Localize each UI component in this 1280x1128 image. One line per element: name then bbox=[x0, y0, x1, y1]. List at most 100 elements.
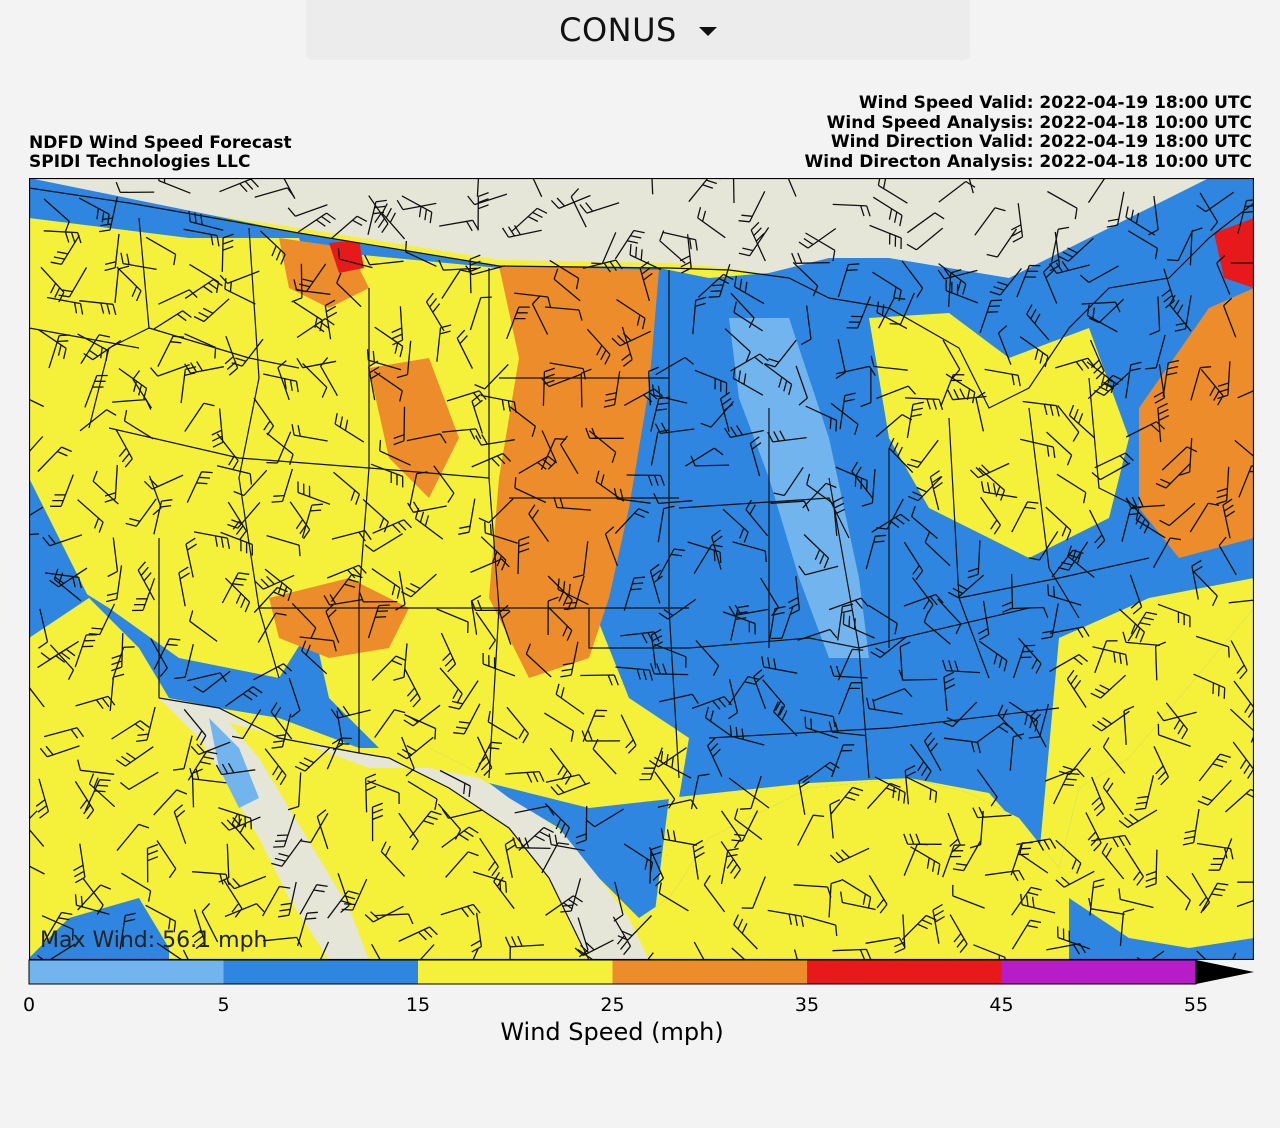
wind-barb bbox=[720, 847, 739, 885]
wind-barb bbox=[1145, 334, 1166, 370]
wind-barb bbox=[327, 890, 359, 919]
wind-barb bbox=[201, 903, 219, 943]
wind-barb bbox=[105, 565, 123, 603]
wind-barb bbox=[1009, 733, 1025, 771]
wind-barb bbox=[173, 804, 187, 845]
wind-barb bbox=[1028, 531, 1059, 561]
wind-barb bbox=[1047, 190, 1078, 220]
wind-barb bbox=[445, 851, 479, 878]
wind-barb bbox=[396, 736, 434, 760]
wind-barb bbox=[910, 505, 938, 539]
wind-barb bbox=[687, 541, 722, 564]
wind-barb bbox=[1028, 703, 1050, 739]
wind-barb bbox=[180, 366, 197, 404]
wind-barb bbox=[379, 439, 411, 466]
wind-barb bbox=[114, 265, 130, 303]
wind-barb bbox=[504, 935, 545, 948]
wind-barb bbox=[1055, 870, 1095, 888]
region-dropdown[interactable]: CONUS bbox=[306, 0, 970, 60]
wind-barb bbox=[374, 913, 414, 925]
wind-barb bbox=[1091, 776, 1106, 817]
wind-barb bbox=[1118, 888, 1154, 909]
wind-barb bbox=[84, 779, 111, 811]
wind-barb bbox=[1165, 702, 1188, 740]
wind-barb bbox=[474, 363, 509, 390]
wind-barb bbox=[440, 903, 481, 918]
wind-direction-valid: Wind Direction Valid: 2022-04-19 18:00 U… bbox=[830, 132, 1252, 152]
wind-barb bbox=[270, 702, 293, 740]
wind-barb bbox=[1162, 359, 1180, 397]
wind-barb bbox=[611, 330, 651, 347]
wind-barb bbox=[79, 409, 117, 432]
wind-barb bbox=[582, 709, 608, 742]
wind-barb bbox=[471, 452, 512, 468]
wind-barb bbox=[1125, 206, 1156, 236]
wind-barb bbox=[1049, 654, 1089, 673]
wind-barb bbox=[294, 747, 331, 772]
wind-barb bbox=[560, 435, 579, 475]
wind-barb bbox=[1068, 404, 1096, 439]
wind-barb bbox=[505, 770, 545, 783]
wind-barb bbox=[259, 230, 286, 265]
wind-barb bbox=[475, 741, 503, 773]
wind-barb bbox=[439, 219, 479, 232]
wind-barb bbox=[770, 500, 810, 512]
wind-barb bbox=[1055, 839, 1082, 874]
wind-barb bbox=[976, 769, 998, 807]
wind-barb bbox=[860, 368, 872, 408]
wind-barb bbox=[649, 845, 662, 884]
wind-barb bbox=[942, 659, 981, 674]
wind-barb bbox=[1087, 374, 1124, 400]
wind-barb bbox=[29, 533, 40, 536]
wind-barb bbox=[80, 334, 111, 364]
wind-barb bbox=[1124, 847, 1144, 886]
wind-barb bbox=[828, 879, 842, 918]
wind-barb bbox=[985, 869, 1025, 882]
wind-barb bbox=[868, 604, 898, 635]
wind-barb bbox=[1092, 710, 1130, 732]
wind-barb bbox=[183, 708, 207, 746]
wind-barb bbox=[707, 737, 723, 777]
wind-barb bbox=[254, 574, 295, 590]
wind-barb bbox=[334, 413, 365, 443]
wind-speed-map[interactable] bbox=[29, 178, 1254, 960]
wind-barb bbox=[695, 640, 720, 676]
wind-barb bbox=[404, 240, 437, 267]
wind-barb bbox=[806, 473, 835, 505]
wind-barb bbox=[658, 882, 689, 912]
wind-barb bbox=[836, 365, 876, 376]
wind-barb bbox=[1215, 466, 1230, 505]
wind-barb bbox=[88, 773, 116, 808]
wind-barb bbox=[29, 436, 44, 453]
wind-barb bbox=[291, 424, 328, 442]
wind-barb bbox=[984, 368, 1021, 387]
wind-barb bbox=[50, 474, 74, 507]
wind-barb bbox=[750, 221, 766, 262]
wind-barb bbox=[150, 638, 168, 677]
wind-barb bbox=[224, 278, 256, 305]
wind-barb bbox=[724, 425, 764, 439]
wind-barb bbox=[193, 670, 231, 693]
wind-barb bbox=[657, 548, 685, 580]
wind-barb bbox=[330, 705, 371, 719]
wind-barb bbox=[288, 677, 301, 718]
wind-barb bbox=[1079, 265, 1119, 283]
wind-barb bbox=[296, 357, 337, 369]
mexico-land bbox=[159, 698, 649, 960]
wind-barb bbox=[153, 638, 181, 670]
wind-barb bbox=[614, 508, 649, 534]
wind-barb bbox=[29, 670, 45, 708]
wind-barb bbox=[547, 596, 559, 636]
wind-barb bbox=[190, 741, 231, 756]
wind-barb bbox=[119, 912, 137, 950]
wind-barb bbox=[629, 243, 662, 271]
wind-barb bbox=[1189, 227, 1203, 266]
wind-barb bbox=[654, 643, 687, 668]
wind-barb bbox=[1118, 809, 1158, 828]
wind-barb bbox=[903, 843, 929, 876]
wind-barb bbox=[157, 335, 185, 367]
wind-barb bbox=[773, 466, 804, 497]
wind-barb bbox=[480, 536, 507, 571]
wind-barb bbox=[153, 499, 173, 535]
wind-barb bbox=[53, 568, 82, 602]
